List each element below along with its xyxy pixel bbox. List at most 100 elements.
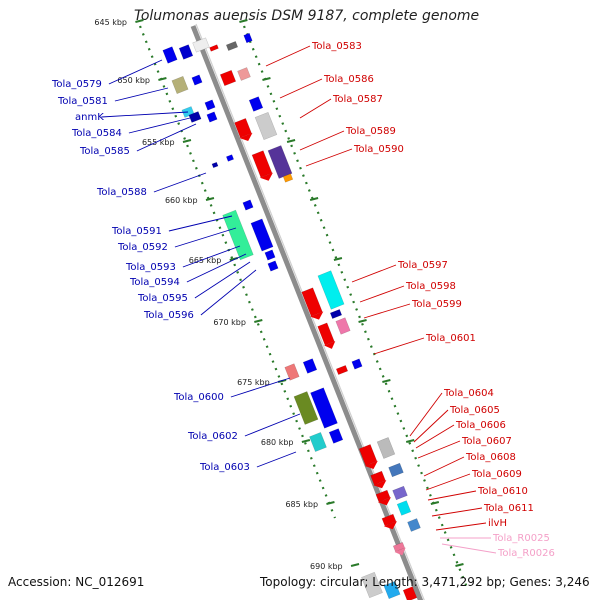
gene-block: [192, 37, 210, 53]
gene-plus-strand: [209, 44, 219, 52]
gene-block: [234, 118, 252, 138]
gene-minus-strand: [267, 260, 279, 272]
right-label-connector: [431, 507, 483, 517]
kbp-tick-right: [262, 77, 271, 81]
gene-arrow: [324, 341, 336, 349]
gene-block: [310, 387, 338, 429]
right-gene-label: Tola_0590: [353, 144, 404, 155]
right-label-connector: [305, 148, 353, 167]
gene-plus-strand: [301, 287, 324, 320]
left-gene-label: Tola_0584: [71, 128, 122, 139]
gene-plus-strand: [282, 173, 294, 183]
gene-block: [328, 428, 344, 444]
kbp-tick-right: [358, 319, 367, 323]
gene-block: [219, 69, 237, 87]
left-label-connector: [153, 172, 207, 193]
kbp-tick-left: [254, 319, 263, 323]
rna-label-connector: [441, 543, 497, 554]
right-gene-label: ilvH: [488, 518, 507, 529]
gene-plus-strand: [381, 513, 397, 530]
gene-block: [248, 96, 264, 112]
kbp-tick-right: [309, 197, 319, 201]
gene-minus-strand: [284, 363, 300, 381]
gene-block: [225, 41, 239, 51]
gene-block: [302, 358, 318, 374]
gene-block: [178, 44, 194, 60]
gene-arrow: [394, 547, 406, 556]
gene-block: [251, 150, 273, 178]
gene-block: [162, 46, 178, 64]
kbp-label: 670 kbp: [213, 318, 246, 327]
kbp-tick-left: [301, 439, 311, 443]
gene-block: [329, 309, 343, 319]
kbp-tick-right: [333, 257, 343, 261]
right-dotted-track: [242, 25, 470, 591]
gene-block: [222, 209, 254, 261]
gene-plus-strand: [329, 309, 343, 319]
gene-block: [204, 99, 216, 111]
left-gene-label: Tola_0591: [111, 226, 162, 237]
left-label-connector: [174, 227, 237, 248]
left-label-connector: [256, 451, 297, 468]
gene-minus-strand: [204, 99, 216, 111]
gene-arrow: [310, 311, 324, 320]
right-label-connector: [423, 456, 465, 477]
left-gene-label: Tola_0600: [173, 392, 224, 403]
right-label-connector: [265, 45, 311, 67]
right-label-connector: [279, 78, 323, 99]
gene-block: [211, 161, 219, 169]
gene-block: [250, 218, 274, 252]
gene-minus-strand: [293, 391, 319, 425]
gene-block: [254, 111, 278, 141]
gene-plus-strand: [396, 500, 412, 516]
kbp-tick-right: [430, 501, 440, 505]
gene-plus-strand: [351, 358, 363, 370]
backbone-line: [190, 25, 424, 600]
left-label-connector: [128, 117, 191, 134]
gene-arrow: [239, 132, 253, 142]
gene-block: [309, 432, 327, 452]
kbp-label: 665 kbp: [189, 256, 222, 265]
gene-block: [191, 74, 203, 86]
gene-block: [388, 462, 404, 478]
gene-block: [358, 444, 378, 466]
kbp-label: 655 kbp: [142, 138, 175, 147]
left-gene-label: anmK: [75, 112, 104, 123]
gene-minus-strand: [188, 111, 202, 123]
left-label-connector: [114, 87, 169, 102]
right-gene-label: Tola_0610: [477, 486, 528, 497]
right-gene-label: Tola_0605: [449, 405, 500, 416]
right-gene-label: Tola_0586: [323, 74, 374, 85]
right-gene-label: Tola_0607: [461, 436, 512, 447]
right-gene-label: Tola_0606: [455, 420, 506, 431]
left-label-connector: [200, 269, 257, 316]
right-label-connector: [373, 337, 425, 355]
gene-plus-strand: [388, 462, 404, 478]
right-label-connector: [417, 440, 461, 459]
gene-block: [317, 270, 345, 310]
gene-minus-strand: [310, 387, 338, 429]
right-label-connector: [413, 409, 449, 443]
gene-plus-strand: [335, 317, 351, 335]
left-dotted-track: [138, 25, 337, 519]
gene-plus-strand: [370, 470, 387, 489]
gene-block: [188, 111, 202, 123]
gene-arrow: [364, 460, 378, 469]
gene-minus-strand: [192, 37, 210, 53]
right-gene-label: Tola_0604: [443, 388, 494, 399]
accession-text: Accession: NC_012691: [8, 575, 145, 589]
gene-block: [376, 437, 396, 459]
gene-plus-strand: [248, 96, 264, 112]
gene-block: [370, 470, 386, 486]
left-gene-label: Tola_0592: [117, 242, 168, 253]
left-gene-label: Tola_0603: [199, 462, 250, 473]
left-label-connector: [182, 245, 241, 268]
right-label-connector: [425, 473, 471, 491]
right-label-connector: [299, 98, 332, 119]
gene-block: [335, 365, 349, 375]
gene-block: [293, 391, 319, 425]
gene-plus-strand: [225, 41, 239, 51]
gene-block: [243, 32, 253, 44]
right-gene-label: Tola_0598: [405, 281, 456, 292]
genome-title: Tolumonas auensis DSM 9187, complete gen…: [134, 8, 480, 24]
